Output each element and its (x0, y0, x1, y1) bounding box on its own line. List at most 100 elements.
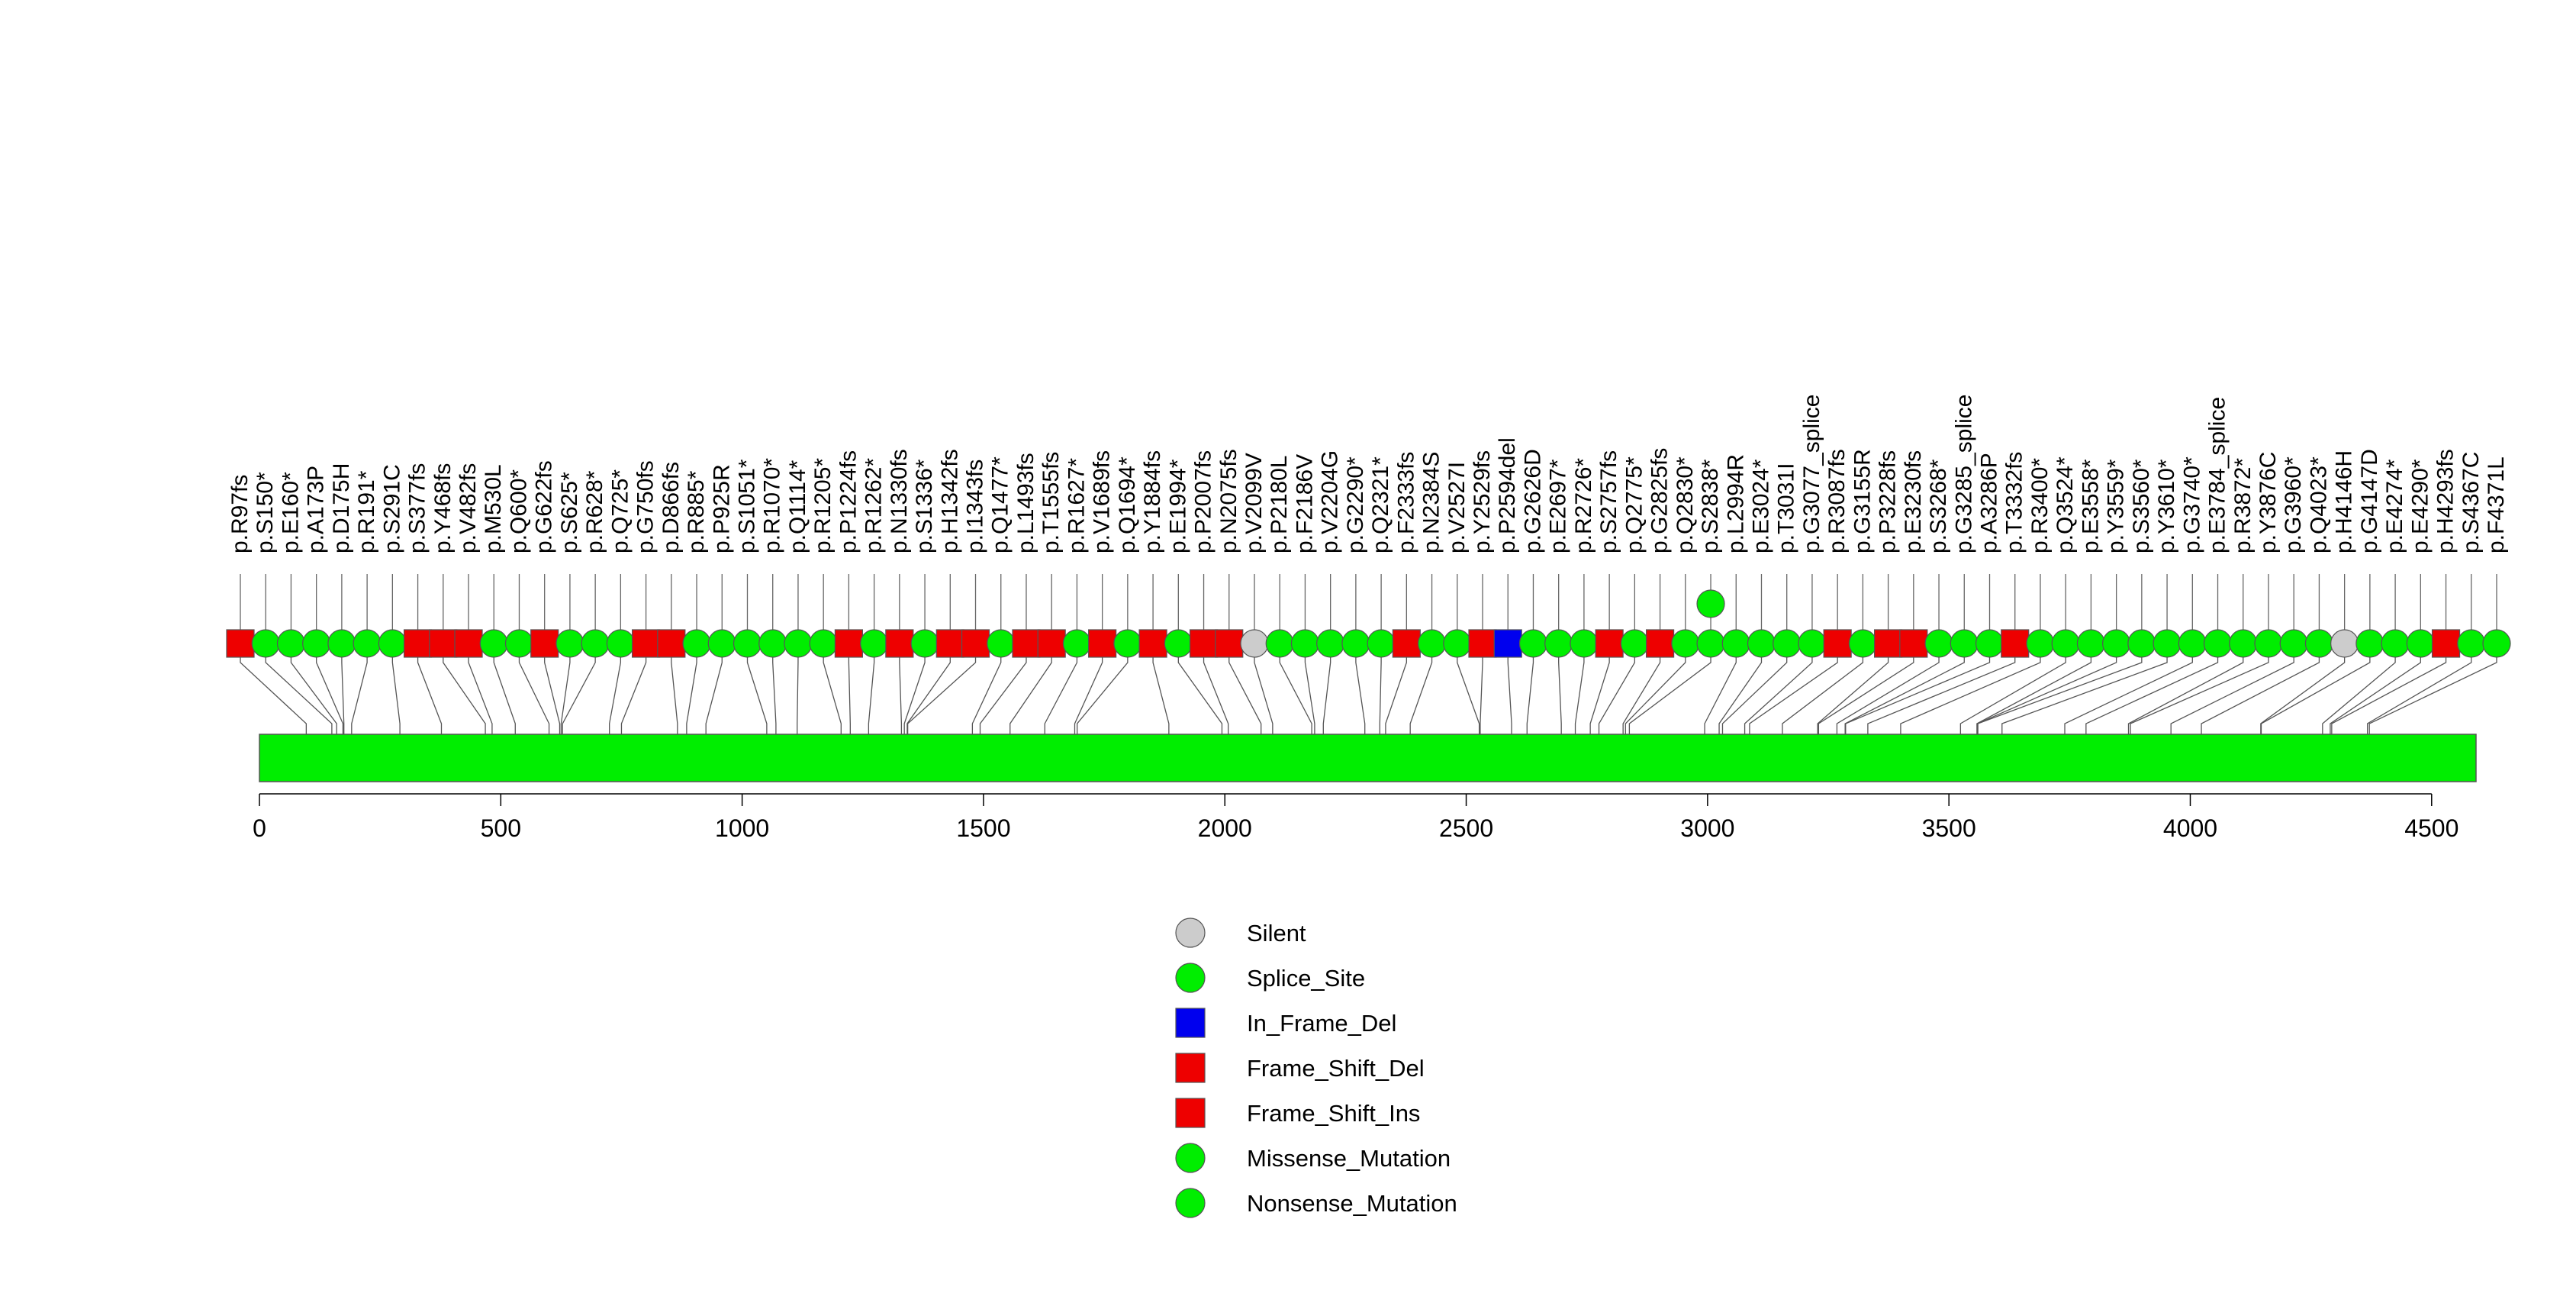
mutation-marker (606, 629, 635, 658)
legend-label: Splice_Site (1247, 965, 1365, 992)
legend-symbol (1175, 1143, 1206, 1173)
mutation-label: p.F2333fs (1393, 452, 1418, 553)
mutation-marker (2026, 629, 2055, 658)
mutation-label: p.Q1477* (988, 456, 1013, 553)
mutation-marker (504, 629, 534, 658)
mutation-marker (1392, 629, 1421, 658)
mutation-marker (2406, 629, 2435, 658)
mutation-marker (429, 629, 458, 658)
mutation-marker (1468, 629, 1497, 658)
mutation-marker (2203, 629, 2233, 658)
mutation-marker (2127, 629, 2156, 658)
mutation-label: p.R1205* (810, 458, 836, 553)
legend-symbol (1175, 1188, 1206, 1218)
mutation-label: p.R3087fs (1824, 449, 1850, 553)
mutation-label: p.Q2321* (1368, 456, 1393, 553)
mutation-label: p.S1051* (734, 459, 759, 553)
legend-symbol (1175, 918, 1206, 948)
mutation-markers (226, 589, 2511, 658)
mutation-labels: p.R97fs p.S150* p.E160* p.A173P p.D175H p.R19… (227, 395, 2509, 553)
mutation-label: p.D175H (329, 463, 354, 553)
legend-symbol (1175, 963, 1206, 993)
x-tick-label: 1500 (956, 814, 1010, 842)
mutation-label: p.R3872* (2230, 458, 2256, 553)
mutation-marker (631, 629, 661, 658)
x-tick-label: 2500 (1439, 814, 1493, 842)
x-tick-label: 4000 (2163, 814, 2217, 842)
mutation-marker (2076, 629, 2106, 658)
mutation-label: p.Q3524* (2053, 456, 2078, 553)
mutation-marker (581, 629, 610, 658)
mutation-marker (758, 629, 787, 658)
mutation-label: p.Q2830* (1673, 456, 1698, 553)
mutation-label: p.R1070* (760, 458, 785, 553)
mutation-marker (733, 629, 762, 658)
mutation-marker (910, 629, 939, 658)
mutation-marker (1671, 629, 1700, 658)
legend-symbol (1175, 1098, 1206, 1128)
mutation-marker (378, 629, 407, 658)
mutation-label: p.N1330fs (887, 449, 912, 553)
mutation-marker (1265, 629, 1294, 658)
mutation-label: p.R885* (684, 470, 709, 553)
mutation-marker (1240, 629, 1269, 658)
x-axis: 0 500 1000 1500 2000 2500 3000 3500 4000 4500 (253, 793, 2458, 842)
legend: Silent Splice_Site In_Frame_Del Frame_Shift… (1175, 918, 1457, 1218)
mutation-marker (1823, 629, 1852, 658)
mutation-marker (935, 629, 964, 658)
mutation-label: p.P3228fs (1876, 450, 1901, 553)
mutation-label: p.S3560* (2129, 459, 2154, 553)
mutation-label: p.S150* (253, 472, 278, 553)
mutation-label: p.V2099V (1241, 453, 1267, 553)
mutation-marker (1874, 629, 1903, 658)
x-tick-label: 3000 (1680, 814, 1734, 842)
mutation-marker (226, 629, 255, 658)
mutation-marker (1620, 629, 1649, 658)
mutation-label: p.R2726* (1571, 458, 1596, 553)
mutation-label: p.Q1694* (1115, 456, 1140, 553)
mutation-marker (682, 629, 711, 658)
mutation-label: p.R191* (354, 470, 379, 553)
mutation-label: p.N2384S (1419, 452, 1444, 553)
mutation-marker (2178, 629, 2207, 658)
mutation-label: p.F4371L (2484, 456, 2509, 553)
mutation-label: p.G4147D (2357, 449, 2382, 553)
legend-symbol (1175, 1008, 1206, 1038)
mutation-marker (1645, 629, 1675, 658)
mutation-marker (1088, 629, 1117, 658)
mutation-marker (1924, 629, 1953, 658)
mutation-marker (1189, 629, 1219, 658)
mutation-marker (1798, 629, 1827, 658)
mutation-label: p.E3024* (1748, 459, 1773, 553)
mutation-label: p.G3155R (1850, 449, 1875, 553)
mutation-label: p.P1224fs (836, 450, 861, 553)
mutation-label: p.V2204G (1318, 450, 1343, 553)
mutation-label: p.G3285_splice (1951, 395, 1976, 553)
mutation-label: p.G3077_splice (1799, 395, 1824, 553)
mutation-label: p.E3558* (2078, 459, 2103, 553)
mutation-marker (2001, 629, 2030, 658)
mutation-marker (2330, 629, 2359, 658)
mutation-label: p.E4290* (2407, 459, 2433, 553)
protein-domain-track (259, 734, 2477, 782)
mutation-label: p.S377fs (405, 463, 430, 553)
mutation-marker (2279, 629, 2308, 658)
mutation-marker (1367, 629, 1396, 658)
legend-label: Frame_Shift_Ins (1247, 1100, 1420, 1127)
mutation-marker (1341, 629, 1370, 658)
mutation-label: p.A173P (304, 466, 329, 553)
mutation-label: p.P2180L (1267, 456, 1292, 553)
mutation-label: p.R1262* (861, 458, 887, 553)
mutation-label: p.F2186V (1292, 454, 1317, 553)
x-tick-label: 4500 (2404, 814, 2458, 842)
mutation-label: p.S2838* (1698, 459, 1723, 553)
mutation-label: p.R3400* (2027, 458, 2053, 553)
mutation-marker (353, 629, 382, 658)
legend-label: Missense_Mutation (1247, 1145, 1451, 1172)
mutation-marker (1138, 629, 1167, 658)
mutation-label: p.G3960* (2281, 456, 2306, 553)
mutation-marker (784, 629, 813, 658)
mutation-marker (707, 629, 736, 658)
mutation-label: p.Q1114* (785, 460, 810, 553)
